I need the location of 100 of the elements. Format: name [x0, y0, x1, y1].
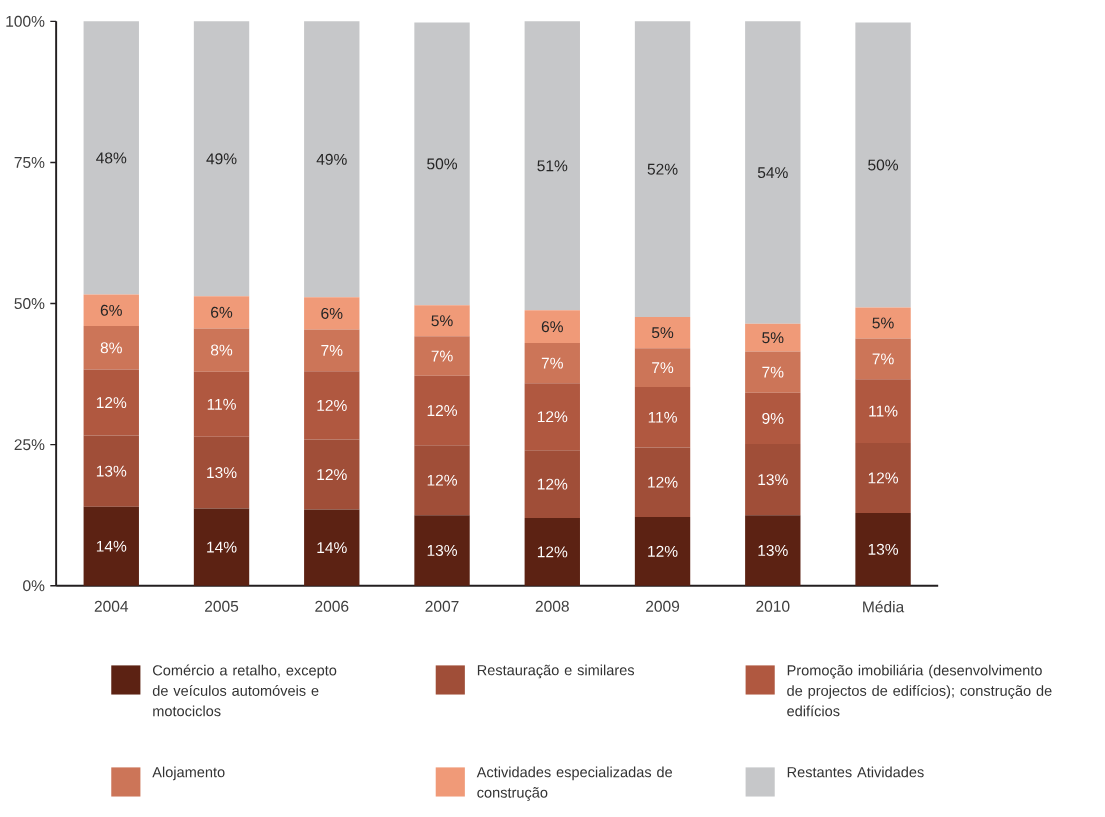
data-label: 13%: [758, 545, 788, 556]
bar: [524, 21, 580, 311]
data-label: 12%: [537, 411, 568, 423]
data-label: 48%: [96, 152, 127, 164]
bar: [414, 515, 470, 586]
bar: [83, 294, 139, 327]
legend-label: Restauração e similares: [477, 664, 635, 679]
bar: [855, 307, 911, 339]
data-label: 12%: [96, 397, 127, 409]
legend-label: Promoção imobiliária (desenvolvimento de projectos de edifícios); construção de edifícios: [787, 664, 1052, 717]
y-tick-label: 0%: [23, 580, 45, 592]
bar: [855, 379, 911, 443]
bar: [304, 329, 360, 372]
bar: [414, 445, 470, 516]
data-label: 13%: [207, 467, 237, 479]
x-tick-label: Média: [863, 600, 905, 613]
bar: [193, 436, 250, 509]
bar: [634, 21, 691, 318]
y-tick-label: 100%: [6, 15, 45, 27]
bar: [634, 387, 691, 448]
x-tick-label: 2007: [425, 600, 459, 612]
bar: [745, 444, 801, 516]
x-tick-label: 2009: [646, 600, 680, 612]
bar: [83, 326, 139, 370]
x-tick-label: 2010: [756, 600, 790, 612]
bar: [414, 336, 470, 376]
bar: [193, 328, 250, 372]
y-tick-label: 75%: [14, 157, 45, 168]
data-label: 49%: [316, 153, 347, 165]
data-label: 5%: [872, 317, 894, 329]
y-tick-label: 25%: [14, 439, 45, 451]
bar: [634, 317, 691, 349]
bar: [855, 512, 911, 586]
legend-label: Comércio a retalho, excepto de veículos automóveis e motociclos: [152, 664, 337, 717]
data-label: 12%: [317, 399, 347, 411]
bar: [83, 435, 139, 507]
data-label: 11%: [207, 398, 236, 410]
bar: [193, 296, 250, 329]
data-label: 5%: [651, 327, 674, 339]
y-tick-label: 50%: [14, 298, 45, 310]
x-tick-label: 2008: [535, 600, 569, 612]
data-label: 9%: [762, 412, 784, 424]
x-tick-label: 2004: [94, 600, 129, 612]
x-tick-label: 2005: [205, 600, 239, 612]
bar: [524, 343, 580, 384]
bar: [634, 516, 691, 586]
bar: [855, 22, 911, 308]
data-label: 5%: [431, 315, 453, 327]
data-label: 6%: [321, 307, 343, 319]
bar: [414, 305, 470, 337]
data-label: 7%: [762, 366, 784, 378]
data-label: 12%: [648, 545, 678, 557]
data-label: 12%: [427, 474, 458, 486]
data-label: 50%: [427, 158, 458, 170]
data-label: 14%: [96, 540, 127, 552]
data-label: 6%: [541, 321, 563, 333]
data-label: 12%: [537, 478, 568, 490]
bar: [193, 371, 250, 437]
data-label: 12%: [427, 405, 458, 416]
bar: [304, 297, 360, 330]
bar: [745, 351, 801, 393]
data-label: 8%: [100, 342, 122, 354]
bar: [414, 375, 470, 446]
bar: [304, 509, 360, 586]
data-label: 13%: [427, 545, 458, 556]
bar: [745, 323, 801, 352]
data-label: 7%: [321, 344, 343, 356]
data-label: 7%: [541, 357, 563, 369]
data-label: 7%: [652, 362, 674, 374]
data-label: 54%: [757, 167, 788, 179]
bar: [855, 442, 911, 513]
bar: [193, 21, 250, 297]
data-label: 11%: [648, 411, 677, 423]
data-label: 52%: [647, 163, 678, 175]
bar: [524, 310, 580, 344]
bar: [855, 338, 911, 380]
bar: [193, 508, 250, 586]
data-label: 14%: [317, 542, 347, 554]
legend-label: Actividades especializadas de construção: [476, 766, 673, 801]
bar: [304, 439, 360, 510]
bar: [634, 348, 691, 388]
data-label: 49%: [206, 153, 237, 165]
data-label: 14%: [207, 541, 237, 553]
bar: [304, 371, 360, 440]
data-label: 7%: [872, 353, 894, 365]
bar: [745, 515, 801, 586]
x-tick-label: 2006: [315, 600, 349, 612]
bar: [414, 22, 470, 306]
data-label: 11%: [869, 405, 898, 417]
bar: [524, 383, 580, 451]
legend-label: Restantes Atividades: [787, 766, 924, 778]
bar: [83, 506, 139, 586]
data-label: 12%: [868, 472, 899, 484]
bar: [83, 369, 139, 436]
bar: [83, 21, 139, 295]
data-label: 8%: [210, 344, 233, 356]
bar: [634, 447, 691, 517]
data-label: 12%: [317, 469, 347, 481]
bar: [304, 21, 360, 298]
data-label: 13%: [868, 543, 899, 555]
